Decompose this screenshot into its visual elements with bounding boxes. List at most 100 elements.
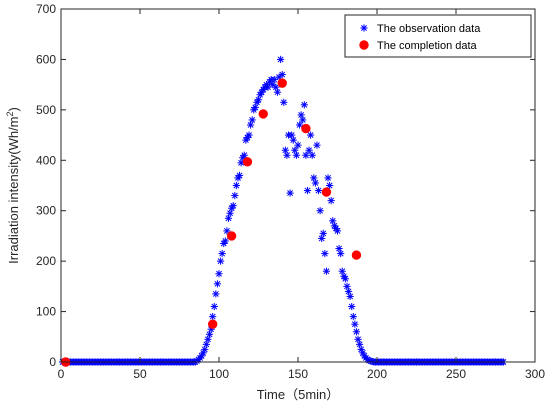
observation-point: [216, 257, 225, 265]
observation-point: [302, 151, 310, 159]
observation-point: [327, 197, 335, 205]
ticks-layer: 0 50 100 150 200 250 300 0 100 200 300 400 500 600 700: [36, 2, 545, 381]
observation-point: [351, 320, 359, 328]
observation-point: [299, 116, 307, 124]
observation-point: [240, 151, 248, 159]
observation-point: [297, 111, 305, 119]
y-axis-label-main: Irradiation intensity(Wh/m: [6, 116, 21, 263]
observation-point: [278, 70, 286, 79]
observation-point: [283, 151, 291, 159]
observation-point: [251, 103, 259, 111]
observation-point: [232, 181, 240, 190]
completion-point: [301, 123, 311, 134]
observation-point: [288, 131, 296, 139]
observation-point: [341, 275, 349, 283]
observation-point: [248, 116, 256, 124]
observation-point: [273, 88, 282, 96]
observation-point: [281, 146, 289, 154]
observation-point: [294, 141, 302, 149]
observation-point: [310, 174, 318, 182]
observation-point: [202, 340, 210, 348]
observation-point: [335, 244, 343, 253]
plot-area: [61, 9, 535, 362]
observation-point: [245, 131, 253, 139]
observation-point: [349, 313, 357, 321]
observation-point: [205, 330, 214, 338]
observation-point: [213, 280, 222, 288]
x-tick-label: 100: [209, 367, 229, 381]
observation-point: [286, 189, 294, 197]
legend-label-observation: The observation data: [377, 23, 481, 35]
observation-point: [346, 292, 354, 301]
observation-point: [322, 267, 331, 275]
legend-marker-observation: [360, 24, 368, 32]
x-tick-label: 150: [288, 367, 308, 381]
observation-point: [311, 179, 319, 187]
observation-point: [305, 146, 313, 154]
y-tick-label: 700: [36, 2, 56, 16]
observation-point: [231, 191, 239, 200]
observation-point: [272, 83, 280, 91]
observation-point: [318, 234, 326, 243]
observation-point: [319, 229, 327, 238]
observation-point: [300, 101, 308, 109]
y-tick-label: 300: [36, 204, 56, 218]
y-tick-label: 400: [36, 153, 56, 167]
observation-point: [212, 290, 220, 298]
series-completion: [61, 78, 362, 367]
legend-label-completion: The completion data: [377, 40, 478, 52]
observation-point: [356, 340, 364, 348]
y-axis-label-close: ): [6, 107, 21, 111]
legend: The observation data The completion data: [344, 14, 532, 58]
observation-point: [352, 328, 361, 336]
completion-point: [258, 109, 268, 119]
observation-point: [337, 249, 345, 258]
y-axis-label-superscript: 2: [5, 111, 15, 116]
observation-point: [277, 55, 285, 64]
observation-point: [226, 209, 234, 217]
observation-point: [321, 249, 329, 258]
observation-point: [235, 171, 244, 180]
completion-point: [207, 319, 218, 329]
y-tick-label: 100: [36, 305, 56, 319]
y-tick-label: 500: [36, 103, 56, 117]
observation-point: [314, 186, 323, 195]
observation-point: [326, 181, 334, 190]
x-tick-label: 300: [525, 367, 545, 381]
observation-point: [333, 227, 342, 235]
observation-point: [344, 287, 353, 295]
x-tick-label: 250: [446, 367, 466, 381]
observation-point: [221, 237, 229, 245]
y-axis-label: Irradiation intensity(Wh/m2): [5, 107, 21, 264]
observation-point: [292, 151, 301, 159]
observation-point: [210, 302, 218, 311]
observation-point: [316, 207, 324, 215]
plot-background: [61, 9, 535, 362]
completion-point: [277, 78, 287, 88]
legend-dot-icon: [359, 40, 369, 50]
observation-point: [343, 282, 351, 290]
completion-point: [242, 157, 253, 167]
observation-point: [215, 270, 223, 278]
observation-point: [291, 146, 299, 154]
observation-point: [307, 131, 315, 139]
observation-point: [338, 267, 346, 275]
observation-point: [324, 174, 332, 182]
observation-point: [313, 141, 321, 149]
observation-point: [329, 217, 337, 225]
x-axis-label: Time（5min）: [257, 387, 340, 402]
observation-point: [303, 186, 312, 195]
legend-asterisk-icon: [360, 24, 368, 32]
observation-point: [308, 151, 316, 159]
legend-box: [344, 14, 532, 58]
completion-point: [351, 250, 362, 260]
completion-point: [321, 187, 332, 197]
y-tick-label: 600: [36, 52, 56, 66]
observation-point: [201, 345, 209, 353]
observation-point: [204, 335, 212, 343]
observation-point: [280, 98, 288, 106]
observation-point: [229, 202, 237, 210]
completion-point: [226, 231, 237, 241]
observation-point: [254, 96, 263, 104]
legend-marker-completion: [359, 40, 369, 50]
